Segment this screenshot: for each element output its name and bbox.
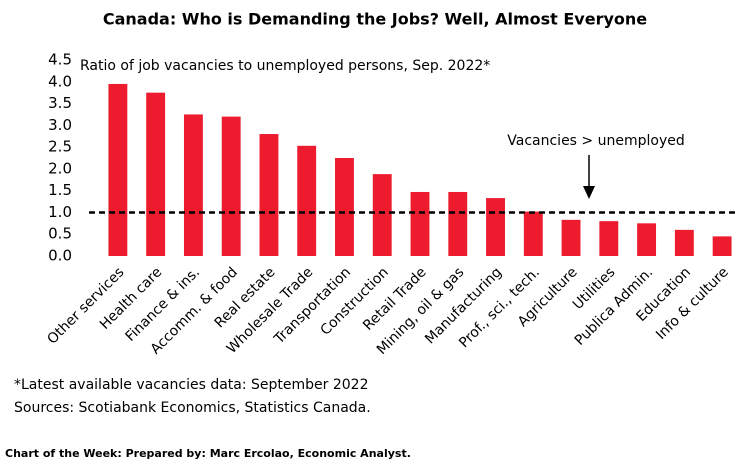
y-tick-label: 0.5 — [48, 225, 72, 243]
y-tick-label: 1.0 — [48, 203, 72, 221]
bar — [372, 174, 392, 256]
y-tick-label: 2.0 — [48, 159, 72, 177]
bar — [674, 229, 694, 256]
y-tick-label: 4.5 — [48, 51, 72, 69]
arrow-head — [583, 186, 595, 199]
bar — [486, 198, 505, 256]
bar — [637, 223, 657, 256]
y-tick-label: 3.5 — [48, 94, 72, 112]
reference-label: Vacancies > unemployed — [507, 133, 684, 149]
bar — [297, 145, 317, 256]
bar — [183, 114, 203, 256]
bar — [108, 83, 128, 256]
bar — [335, 158, 354, 256]
y-tick-label: 0.0 — [48, 247, 72, 265]
bar — [712, 236, 732, 256]
bar — [221, 116, 241, 256]
chart-title: Canada: Who is Demanding the Jobs? Well,… — [103, 10, 647, 29]
y-tick-label: 2.5 — [48, 138, 72, 156]
bar — [259, 134, 279, 256]
footnote: Sources: Scotiabank Economics, Statistic… — [14, 400, 371, 416]
bar — [448, 191, 468, 256]
bar — [561, 219, 581, 256]
footnote: *Latest available vacancies data: Septem… — [14, 377, 368, 393]
y-tick-label: 3.0 — [48, 116, 72, 134]
bar — [523, 211, 543, 256]
bar — [410, 191, 430, 256]
footer: Chart of the Week: Prepared by: Marc Erc… — [5, 447, 411, 460]
y-tick-label: 1.5 — [48, 181, 72, 199]
bar — [146, 92, 166, 257]
y-tick-label: 4.0 — [48, 72, 72, 90]
bar — [599, 221, 619, 256]
chart-subtitle: Ratio of job vacancies to unemployed per… — [80, 58, 490, 74]
